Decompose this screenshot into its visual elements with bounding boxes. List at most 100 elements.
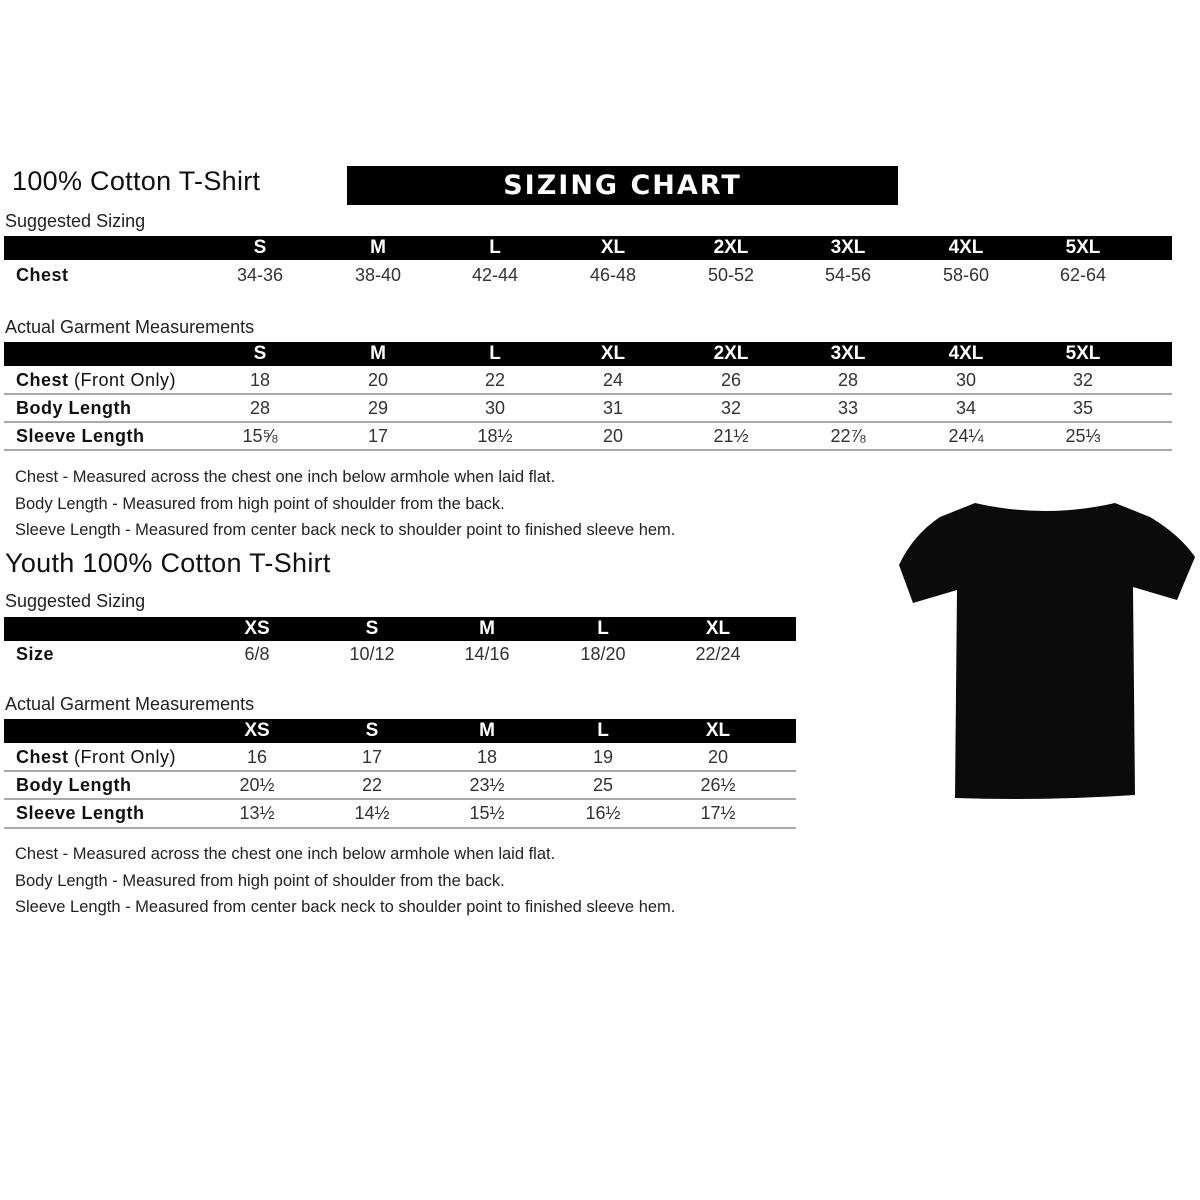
table-cell: 17 — [361, 747, 383, 767]
size-header-bar: S M L XL 2XL 3XL 4XL 5XL — [4, 342, 1172, 366]
table-cell: 26½ — [700, 775, 736, 795]
table-cell: 14/16 — [464, 644, 510, 664]
note-chest: Chest - Measured across the chest one in… — [15, 845, 556, 863]
note-body-length: Body Length - Measured from high point o… — [15, 871, 505, 890]
t-shirt-image — [899, 503, 1195, 799]
table-cell: 28 — [249, 398, 271, 418]
table-row: Chest (Front Only) 16 17 18 19 20 — [4, 743, 796, 771]
table-row: Sleeve Length 13½ 14½ 15½ 16½ 17½ — [4, 799, 796, 827]
row-label-note: (Front Only) — [68, 747, 177, 767]
table-cell: 20 — [367, 370, 389, 390]
size-header: L — [489, 343, 501, 364]
size-header: XL — [705, 618, 731, 639]
row-label-text: Body Length — [16, 775, 132, 795]
table-cell: 20½ — [239, 775, 275, 795]
table-cell: 19 — [592, 747, 614, 767]
table-cell: 18½ — [477, 426, 513, 446]
size-header: 4XL — [948, 237, 984, 258]
size-header: 3XL — [830, 237, 866, 258]
size-header: XS — [244, 618, 270, 639]
table-cell: 32 — [1072, 370, 1094, 390]
row-divider — [4, 393, 1172, 395]
table-cell: 14½ — [354, 803, 390, 823]
row-divider — [4, 421, 1172, 423]
row-label-text: Sleeve Length — [16, 803, 145, 823]
youth-actual-label: Actual Garment Measurements — [5, 694, 255, 714]
row-divider — [4, 798, 796, 800]
row-label: Chest (Front Only) — [16, 366, 176, 394]
table-cell: 18 — [476, 747, 498, 767]
table-cell: 22⅞ — [830, 426, 866, 446]
table-cell: 25 — [592, 775, 614, 795]
size-header: L — [597, 720, 609, 741]
size-header: 3XL — [830, 343, 866, 364]
size-header: S — [253, 343, 267, 364]
row-divider — [4, 770, 796, 772]
adult-actual-label: Actual Garment Measurements — [5, 317, 255, 337]
row-label: Body Length — [16, 394, 132, 422]
row-label-text: Sleeve Length — [16, 426, 145, 446]
row-label: Size — [16, 640, 54, 668]
youth-notes: Chest - Measured across the chest one in… — [15, 841, 675, 921]
table-cell: 10/12 — [349, 644, 395, 664]
adult-title: 100% Cotton T-Shirt — [12, 166, 261, 196]
table-cell: 17 — [367, 426, 389, 446]
table-cell: 22/24 — [695, 644, 741, 664]
adult-notes: Chest - Measured across the chest one in… — [15, 464, 675, 544]
table-cell: 15⅝ — [242, 426, 278, 446]
size-header: M — [479, 618, 495, 639]
table-cell: 46-48 — [589, 265, 637, 285]
size-header: 2XL — [713, 237, 749, 258]
row-label: Sleeve Length — [16, 422, 145, 450]
size-header: S — [365, 618, 379, 639]
table-cell: 13½ — [239, 803, 275, 823]
table-row: Chest (Front Only) 18 20 22 24 26 28 30 32 — [4, 366, 1172, 394]
row-label-note: (Front Only) — [68, 370, 177, 390]
table-cell: 16 — [246, 747, 268, 767]
note-sleeve-length: Sleeve Length - Measured from center bac… — [15, 521, 676, 539]
row-label-text: Chest — [16, 747, 69, 767]
table-cell: 34 — [955, 398, 977, 418]
size-header-bar: XS S M L XL — [4, 719, 796, 743]
size-header-bar: XS S M L XL — [4, 617, 796, 641]
table-cell: 23½ — [469, 775, 505, 795]
size-header: 5XL — [1065, 343, 1101, 364]
table-cell: 62-64 — [1059, 265, 1107, 285]
table-cell: 54-56 — [824, 265, 872, 285]
size-header: S — [365, 720, 379, 741]
row-label: Sleeve Length — [16, 799, 145, 827]
table-cell: 31 — [602, 398, 624, 418]
table-cell: 35 — [1072, 398, 1094, 418]
table-cell: 17½ — [700, 803, 736, 823]
table-cell: 33 — [837, 398, 859, 418]
row-label-text: Chest — [16, 265, 69, 285]
size-header: M — [479, 720, 495, 741]
table-cell: 29 — [367, 398, 389, 418]
size-header: XL — [705, 720, 731, 741]
table-cell: 32 — [720, 398, 742, 418]
table-cell: 22 — [484, 370, 506, 390]
size-header: M — [370, 343, 386, 364]
table-cell: 15½ — [469, 803, 505, 823]
size-header: S — [253, 237, 267, 258]
size-header: L — [597, 618, 609, 639]
table-cell: 28 — [837, 370, 859, 390]
size-header: M — [370, 237, 386, 258]
table-cell: 24¼ — [948, 426, 984, 446]
table-cell: 20 — [602, 426, 624, 446]
table-cell: 34-36 — [236, 265, 284, 285]
table-cell: 18 — [249, 370, 271, 390]
adult-suggested-label: Suggested Sizing — [5, 211, 146, 231]
table-cell: 18/20 — [580, 644, 626, 664]
row-label: Body Length — [16, 771, 132, 799]
table-row: Chest 34-36 38-40 42-44 46-48 50-52 54-56 58-60… — [4, 261, 1172, 289]
table-cell: 58-60 — [942, 265, 990, 285]
size-header: L — [489, 237, 501, 258]
table-cell: 30 — [484, 398, 506, 418]
table-row: Sleeve Length 15⅝ 17 18½ 20 21½ 22⅞ 24¼ 25⅓ — [4, 422, 1172, 450]
table-cell: 42-44 — [471, 265, 519, 285]
row-divider — [4, 449, 1172, 451]
table-cell: 30 — [955, 370, 977, 390]
table-cell: 6/8 — [244, 644, 270, 664]
table-cell: 38-40 — [354, 265, 402, 285]
